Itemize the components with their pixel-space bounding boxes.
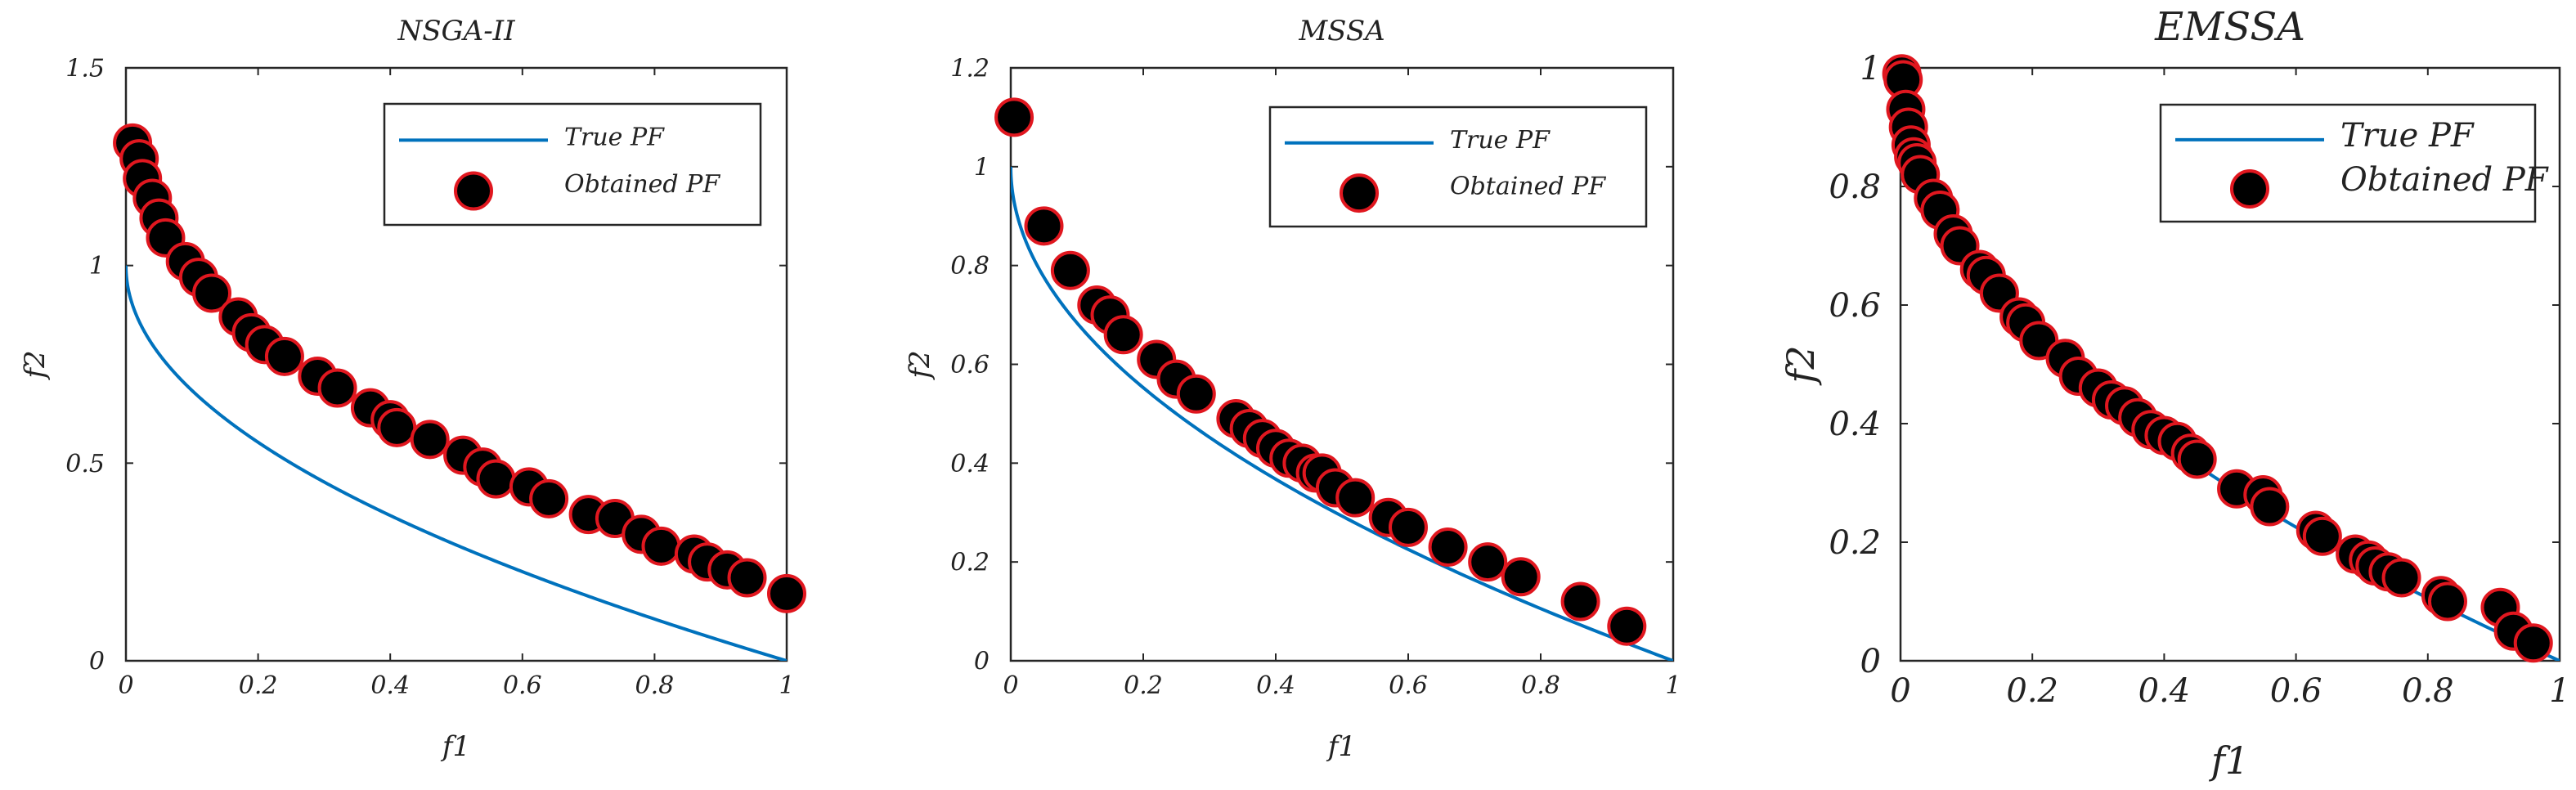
obtained-pf-point — [727, 558, 767, 598]
obtained-pf-point — [264, 336, 304, 376]
obtained-pf-point — [1468, 542, 1508, 582]
obtained-pf-point — [2177, 439, 2217, 479]
x-tick-label: 0.8 — [635, 671, 675, 700]
legend-label-obtained-pf: Obtained PF — [564, 170, 720, 199]
x-tick-label: 0.4 — [370, 671, 410, 700]
x-tick-label: 0.4 — [2138, 672, 2191, 710]
obtained-pf-point — [377, 407, 417, 447]
obtained-pf-point — [2427, 581, 2467, 622]
x-tick-label: 0 — [118, 671, 133, 700]
y-tick-label: 0.4 — [950, 450, 990, 478]
obtained-pf-point — [1050, 250, 1090, 290]
y-tick-label: 1.5 — [65, 55, 105, 83]
chart-3: 0 0.2 0.4 0.6 0.8 1 0 0.2 0.4 0.6 0.8 1 EMSSA f1 f2 Tru… — [1779, 4, 2570, 783]
axes-box — [124, 66, 788, 662]
true-pf-line — [1011, 166, 1673, 661]
x-tick-label: 0.4 — [1256, 671, 1295, 700]
x-tick-label: 0.2 — [1124, 671, 1163, 700]
obtained-pf-point — [1176, 374, 1216, 414]
obtained-pf-point — [1607, 606, 1647, 646]
legend-box — [383, 102, 762, 227]
obtained-pf-point — [2250, 487, 2290, 527]
obtained-pf-point — [2302, 516, 2342, 556]
legend-label-true-pf: True PF — [1450, 126, 1551, 155]
y-tick-label: 0.2 — [1829, 524, 1881, 562]
x-axis-label: f1 — [440, 730, 470, 763]
obtained-pf-point — [317, 368, 357, 408]
y-axis-label: f2 — [19, 350, 52, 380]
legend-box — [2159, 103, 2537, 223]
x-tick-label: 0.6 — [503, 671, 542, 700]
obtained-pf-point — [1428, 527, 1468, 568]
obtained-pf-point — [410, 420, 450, 460]
x-tick-label: 0.2 — [2006, 672, 2058, 710]
legend-marker-swatch — [454, 171, 493, 211]
legend-marker-swatch — [1340, 173, 1379, 213]
obtained-pf-point — [994, 97, 1034, 137]
x-tick-label: 0.6 — [2270, 672, 2322, 710]
obtained-pf-point — [2381, 558, 2421, 598]
legend-label-obtained-pf: Obtained PF — [2340, 161, 2549, 199]
y-tick-label: 0.8 — [950, 252, 990, 281]
obtained-pf-point — [767, 573, 806, 613]
y-axis-label: f2 — [904, 350, 936, 380]
legend-label-true-pf: True PF — [2340, 117, 2475, 155]
obtained-pf-point — [1501, 557, 1541, 597]
obtained-pf-point — [641, 526, 681, 566]
chart-2: 0 0.2 0.4 0.6 0.8 1 0 0.2 0.4 0.6 0.8 1 1.2 MSSA f1 f2 T… — [904, 15, 1681, 763]
obtained-pf-point — [192, 273, 232, 313]
y-tick-label: 1 — [89, 252, 105, 281]
obtained-pf-point — [2513, 623, 2553, 663]
x-tick-label: 1 — [2549, 672, 2569, 710]
legend-label-true-pf: True PF — [564, 123, 665, 151]
y-tick-label: 1 — [974, 153, 990, 182]
true-pf-line — [126, 265, 787, 661]
y-tick-label: 0.6 — [1829, 287, 1881, 325]
x-tick-label: 0.2 — [239, 671, 278, 700]
legend-marker-swatch — [2230, 168, 2269, 209]
x-tick-label: 0.6 — [1389, 671, 1428, 700]
legend-label-obtained-pf: Obtained PF — [1450, 173, 1606, 201]
x-tick-label: 0 — [1003, 671, 1018, 700]
legend: True PF Obtained PF — [2159, 103, 2549, 223]
obtained-pf-point — [1389, 507, 1428, 547]
obtained-pf-point — [1103, 315, 1143, 355]
obtained-pf-point — [529, 478, 569, 518]
chart-title: NSGA-II — [397, 15, 515, 47]
x-tick-label: 0 — [1890, 672, 1910, 710]
obtained-pf-point — [1335, 478, 1376, 518]
y-tick-label: 1 — [1860, 50, 1881, 88]
chart-title: EMSSA — [2154, 4, 2305, 50]
x-tick-label: 1 — [779, 671, 794, 700]
y-tick-label: 0.4 — [1829, 406, 1881, 443]
x-axis-label: f1 — [2209, 738, 2249, 783]
obtained-pf-point — [476, 459, 516, 499]
x-tick-label: 1 — [1665, 671, 1681, 700]
y-tick-label: 1.2 — [950, 55, 990, 83]
obtained-pf-point — [1560, 581, 1600, 622]
y-tick-label: 0 — [1860, 643, 1881, 680]
legend-box — [1268, 105, 1648, 228]
y-tick-label: 0 — [89, 648, 105, 676]
y-tick-label: 0.2 — [950, 549, 990, 577]
x-axis-label: f1 — [1326, 730, 1356, 763]
y-tick-label: 0.6 — [950, 351, 990, 379]
y-tick-label: 0.8 — [1829, 168, 1881, 206]
chart-1: 0 0.2 0.4 0.6 0.8 1 0 0.5 1 1.5 NSGA-II f1 f2 True PF… — [19, 15, 806, 763]
y-tick-label: 0.5 — [65, 450, 105, 478]
y-tick-label: 0 — [974, 648, 990, 676]
legend: True PF Obtained PF — [383, 102, 762, 227]
obtained-pf-point — [1024, 206, 1064, 246]
y-axis-label: f2 — [1779, 345, 1823, 385]
x-tick-label: 0.8 — [1521, 671, 1560, 700]
axes-box — [1899, 66, 2561, 662]
legend: True PF Obtained PF — [1268, 105, 1648, 228]
x-tick-label: 0.8 — [2402, 672, 2454, 710]
chart-title: MSSA — [1298, 15, 1384, 47]
